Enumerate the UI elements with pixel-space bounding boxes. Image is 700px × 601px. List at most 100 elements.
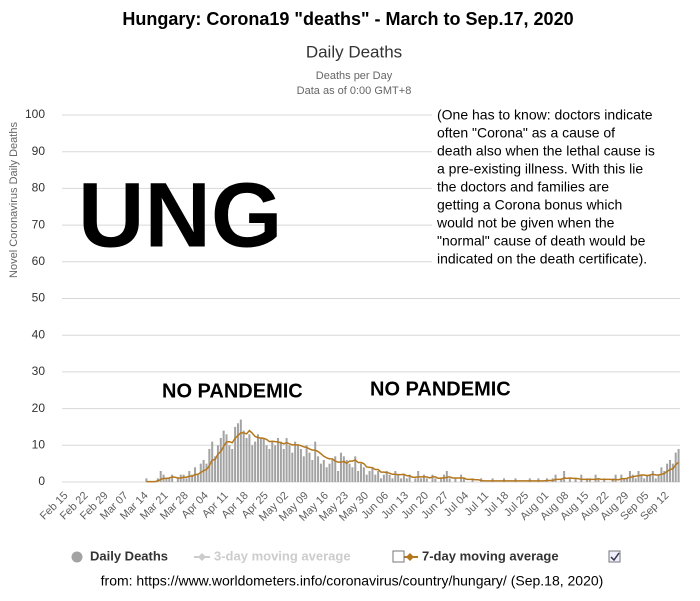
bar xyxy=(648,474,651,482)
bar xyxy=(434,478,437,482)
legend-label[interactable]: 3-day moving average xyxy=(214,548,351,563)
bar xyxy=(654,478,657,482)
bar xyxy=(425,478,428,482)
bar xyxy=(191,474,194,482)
bar xyxy=(231,448,234,482)
bar xyxy=(634,478,637,482)
legend-symbol xyxy=(198,553,206,561)
checkbox[interactable] xyxy=(392,550,405,563)
bar xyxy=(314,441,317,482)
bar xyxy=(254,441,257,482)
annotation-note-line: (One has to know: doctors indicate xyxy=(437,107,653,123)
checkbox[interactable] xyxy=(608,550,621,563)
bar xyxy=(205,463,208,482)
bar xyxy=(668,459,671,482)
bar xyxy=(265,445,268,482)
bar xyxy=(271,441,274,482)
bar xyxy=(374,474,377,482)
bar xyxy=(319,463,322,482)
annotation-note: (One has to know: doctors indicate often … xyxy=(436,107,655,267)
bar xyxy=(339,452,342,482)
y-tick-label: 90 xyxy=(32,144,46,158)
bar xyxy=(568,478,571,482)
bar xyxy=(211,441,214,482)
y-tick-label: 70 xyxy=(32,217,46,231)
bar xyxy=(454,478,457,482)
bar xyxy=(337,470,340,482)
bar xyxy=(342,456,345,482)
bar xyxy=(348,463,351,482)
bar xyxy=(385,470,388,482)
bar xyxy=(420,478,423,482)
y-tick-label: 40 xyxy=(32,327,46,341)
bar xyxy=(214,456,217,482)
bar xyxy=(397,474,400,482)
bar xyxy=(640,474,643,482)
bar xyxy=(671,463,674,482)
bar xyxy=(322,459,325,482)
bar xyxy=(394,470,397,482)
annotation-note-line: the doctors and families are xyxy=(437,179,609,195)
bar xyxy=(631,474,634,482)
bar xyxy=(334,456,337,482)
legend-symbol xyxy=(71,551,83,563)
annotation-note-line: would not be given when the xyxy=(436,215,615,231)
moving-average-line xyxy=(146,429,680,483)
bar xyxy=(302,456,305,482)
bar xyxy=(236,423,239,482)
bar xyxy=(256,434,259,482)
bar xyxy=(299,448,302,482)
bar xyxy=(643,478,646,482)
bar xyxy=(646,474,649,482)
annotation-big: UNG xyxy=(78,164,282,266)
bar xyxy=(331,459,334,482)
bar xyxy=(677,448,680,482)
y-tick-label: 80 xyxy=(32,181,46,195)
bar xyxy=(251,445,254,482)
bar xyxy=(380,478,383,482)
bar xyxy=(594,474,597,482)
bar xyxy=(234,426,237,482)
bar xyxy=(405,478,408,482)
bar xyxy=(274,445,277,482)
bar xyxy=(580,474,583,482)
bar xyxy=(282,448,285,482)
bar xyxy=(359,463,362,482)
bar xyxy=(357,470,360,482)
bar xyxy=(305,445,308,482)
bar xyxy=(368,470,371,482)
annotation-banner: NO PANDEMIC xyxy=(162,380,303,402)
bar xyxy=(440,478,443,482)
bar xyxy=(362,467,365,482)
bar xyxy=(219,437,222,482)
bar xyxy=(382,474,385,482)
bar xyxy=(245,437,248,482)
bar xyxy=(371,467,374,482)
y-tick-label: 20 xyxy=(32,401,46,415)
bar xyxy=(239,419,242,482)
source-note: from: https://www.worldometers.info/coro… xyxy=(101,573,604,589)
bar xyxy=(657,474,660,482)
bar xyxy=(317,456,320,482)
bar xyxy=(311,459,314,482)
bar xyxy=(377,470,380,482)
chart-title: Hungary: Corona19 "deaths" - March to Se… xyxy=(122,9,573,29)
bar xyxy=(171,474,174,482)
legend-label[interactable]: 7-day moving average xyxy=(422,548,559,563)
legend: Daily Deaths 3-day moving average 7-day mo… xyxy=(71,548,621,563)
bar xyxy=(614,474,617,482)
bar xyxy=(268,448,271,482)
bar xyxy=(345,459,348,482)
chart-subtitle: Daily Deaths xyxy=(306,42,402,61)
bar xyxy=(159,470,162,482)
bar xyxy=(563,470,566,482)
legend-label[interactable]: Daily Deaths xyxy=(90,548,168,563)
bar xyxy=(325,467,328,482)
bar xyxy=(365,474,368,482)
checkbox-tick xyxy=(610,552,620,562)
annotation-note-line: a pre-existing illness. With this lie xyxy=(437,161,643,177)
bar xyxy=(651,470,654,482)
legend-symbol xyxy=(406,553,414,561)
